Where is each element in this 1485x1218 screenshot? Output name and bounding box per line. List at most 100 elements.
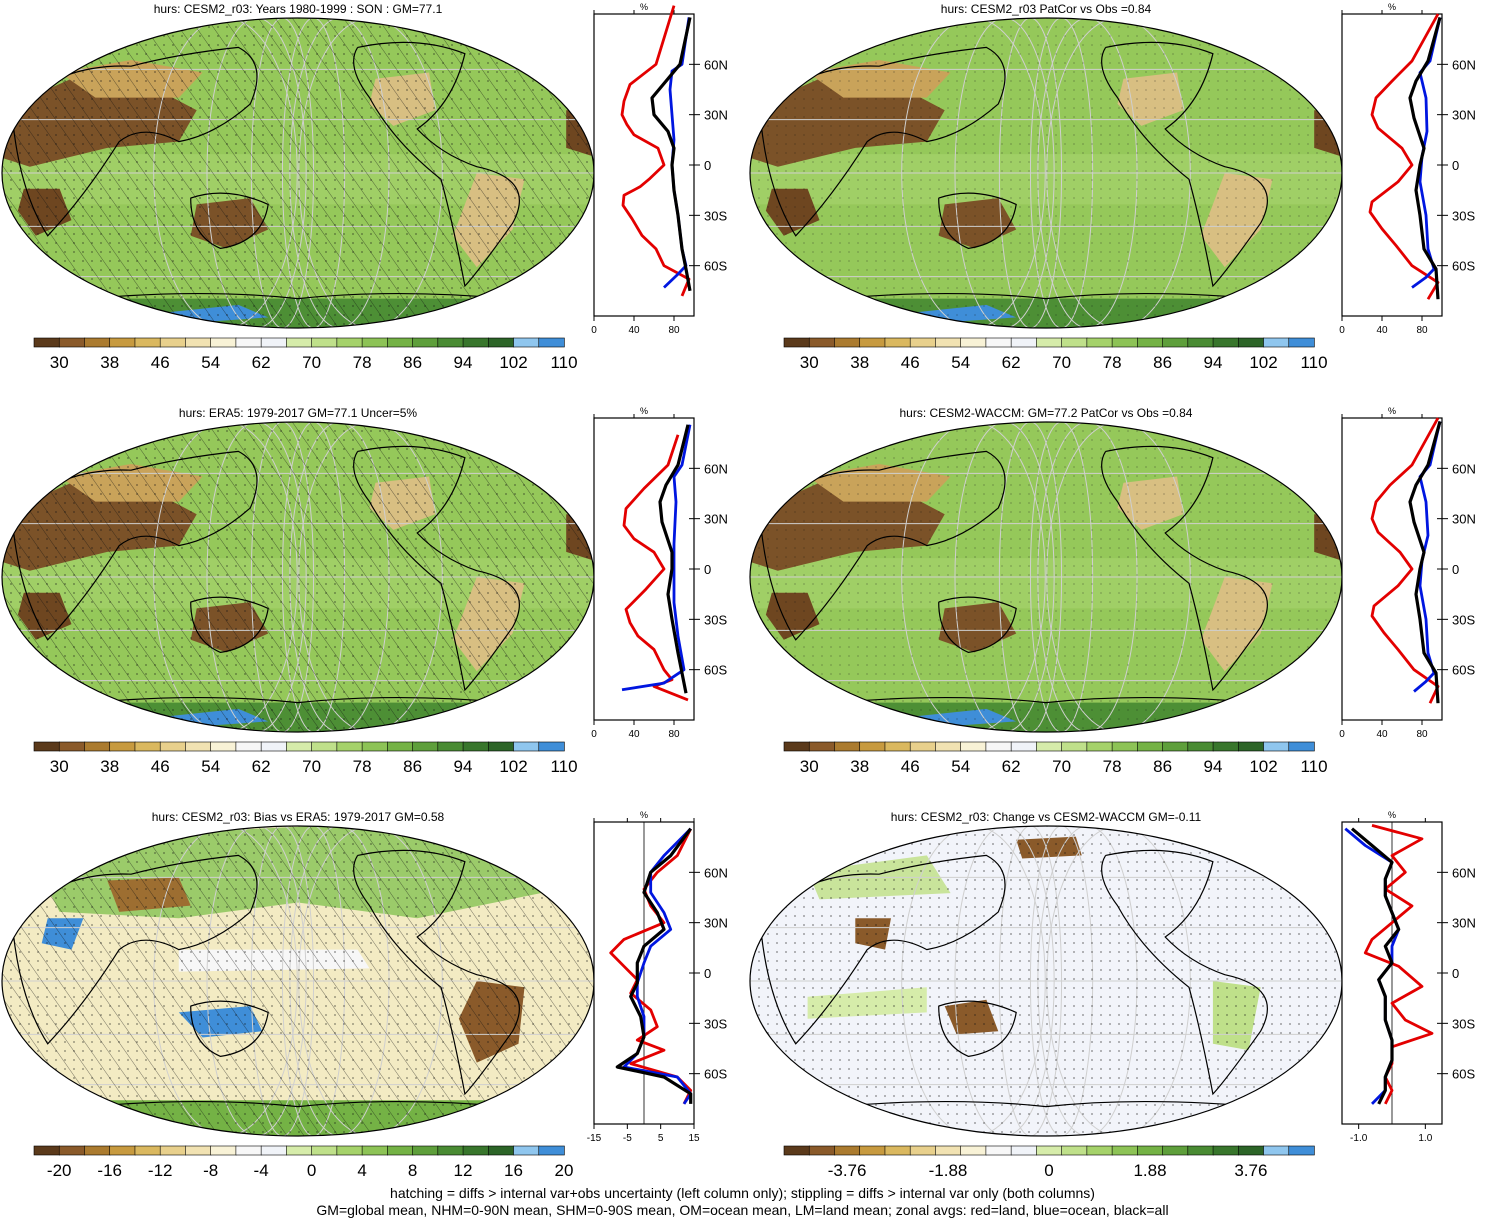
colorbar-tick-label: 46 [901,757,920,776]
colorbar-swatch [211,338,237,347]
colorbar-swatch [809,742,835,751]
colorbar-swatch [312,338,338,347]
zonal-unit-label: % [1388,810,1396,820]
colorbar-tick-label: 12 [454,1161,473,1180]
colorbar-tick-label: 94 [1204,757,1223,776]
x-tick-label: 40 [1376,325,1388,336]
colorbar-tick-label: 38 [100,353,119,372]
colorbar-swatch [784,1146,810,1155]
colorbar-swatch [110,338,136,347]
colorbar-swatch [1289,1146,1315,1155]
colorbar-tick-label: 102 [499,757,527,776]
colorbar-swatch [784,338,810,347]
colorbar: 30 38 46 54 62 70 78 86 94 102 110 [784,740,1314,780]
colorbar-swatch [463,1146,489,1155]
lat-tick-label: 30S [1452,612,1475,627]
colorbar-tick-label: 62 [1002,757,1021,776]
colorbar-tick-label: -20 [47,1161,72,1180]
lat-tick-label: 60S [704,663,727,678]
colorbar-tick-label: 86 [403,757,422,776]
colorbar-tick-label: 70 [1052,353,1071,372]
colorbar-tick-label: 4 [357,1161,366,1180]
colorbar-swatch [488,338,514,347]
colorbar-tick-label: -16 [97,1161,122,1180]
colorbar-tick-label: 78 [353,757,372,776]
colorbar-tick-label: -3.76 [828,1161,867,1180]
colorbar-swatch [885,1146,911,1155]
colorbar-swatch [514,338,540,347]
colorbar-swatch [1137,742,1163,751]
x-tick-label: 0 [591,325,597,336]
colorbar-swatch [860,1146,886,1155]
colorbar-swatch [261,742,287,751]
lat-tick-label: 30N [704,108,728,123]
footer-line-2: GM=global mean, NHM=0-90N mean, SHM=0-90… [0,1202,1485,1218]
colorbar-tick-label: 1.88 [1133,1161,1166,1180]
colorbar-swatch [261,338,287,347]
colorbar-tick-label: -1.88 [929,1161,968,1180]
x-tick-label: 1.0 [1418,1133,1432,1144]
x-tick-label: 40 [628,325,640,336]
colorbar-tick-label: 54 [201,757,220,776]
colorbar-swatch [110,1146,136,1155]
colorbar-tick-label: 78 [1103,353,1122,372]
lat-tick-label: 30N [704,512,728,527]
x-tick-label: 5 [658,1133,664,1144]
colorbar-tick-label: -12 [148,1161,173,1180]
colorbar-swatch [135,742,161,751]
colorbar-swatch [337,742,363,751]
colorbar-swatch [834,742,860,751]
x-tick-label: -15 [587,1133,602,1144]
colorbar-swatch [1213,1146,1239,1155]
colorbar-swatch [1137,338,1163,347]
colorbar-tick-label: 38 [100,757,119,776]
colorbar-tick-label: 0 [1044,1161,1053,1180]
colorbar-swatch [337,338,363,347]
colorbar-tick-label: 46 [151,757,170,776]
map-robinson [0,824,596,1138]
colorbar-swatch [1213,338,1239,347]
colorbar-swatch [514,742,540,751]
lat-tick-label: 0 [704,158,711,173]
colorbar-swatch [261,1146,287,1155]
colorbar-swatch [1163,1146,1189,1155]
colorbar-swatch [1062,1146,1088,1155]
colorbar-swatch [413,338,439,347]
colorbar-swatch [463,742,489,751]
lat-tick-label: 0 [704,562,711,577]
colorbar: -20 -16 -12 -8 -4 0 4 8 12 16 20 [34,1144,564,1184]
lat-tick-label: 30N [1452,108,1476,123]
zonal-unit-label: % [1388,2,1396,12]
colorbar-swatch [160,742,186,751]
colorbar-tick-label: 70 [302,353,321,372]
zonal-average-plot: % 60N 30N 0 30S 60S 0 40 80 [1328,0,1478,350]
colorbar-tick-label: 20 [555,1161,574,1180]
colorbar-swatch [488,1146,514,1155]
colorbar-swatch [387,1146,413,1155]
colorbar-tick-label: 86 [403,353,422,372]
lat-tick-label: 60S [1452,1067,1475,1082]
colorbar-swatch [185,742,211,751]
colorbar-tick-label: 78 [1103,757,1122,776]
colorbar-swatch [59,742,85,751]
x-tick-label: 80 [1416,325,1428,336]
colorbar-swatch [160,1146,186,1155]
panel-title: hurs: CESM2_r03: Bias vs ERA5: 1979-2017… [0,810,596,824]
colorbar-swatch [337,1146,363,1155]
colorbar-swatch [438,1146,464,1155]
colorbar-swatch [185,338,211,347]
x-tick-label: 0 [591,729,597,740]
zonal-unit-label: % [640,2,648,12]
colorbar-swatch [1188,1146,1214,1155]
panel-title: hurs: CESM2_r03: Years 1980-1999 : SON :… [0,2,596,16]
colorbar-tick-label: 62 [252,757,271,776]
colorbar-swatch [885,338,911,347]
colorbar-swatch [539,742,565,751]
colorbar-swatch [135,338,161,347]
colorbar-swatch [236,742,262,751]
colorbar-tick-label: 110 [1300,757,1327,776]
colorbar-tick-label: 86 [1153,353,1172,372]
colorbar-swatch [236,1146,262,1155]
lat-tick-label: 60S [704,1067,727,1082]
zonal-average-plot: % 60N 30N 0 30S 60S 0 40 80 [1328,404,1478,754]
